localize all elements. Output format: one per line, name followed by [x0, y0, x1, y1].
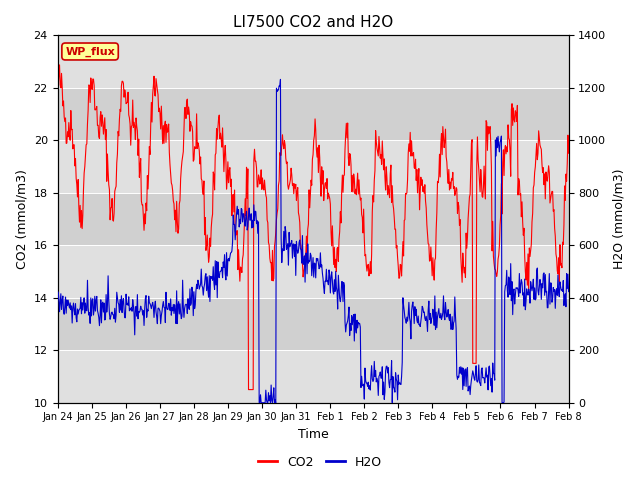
Bar — [58, 140, 568, 193]
Bar — [58, 193, 568, 245]
Bar — [58, 36, 568, 88]
Title: LI7500 CO2 and H2O: LI7500 CO2 and H2O — [233, 15, 393, 30]
Bar — [58, 245, 568, 298]
Y-axis label: H2O (mmol/m3): H2O (mmol/m3) — [612, 169, 625, 269]
X-axis label: Time: Time — [298, 428, 328, 441]
Legend: CO2, H2O: CO2, H2O — [253, 451, 387, 474]
Text: WP_flux: WP_flux — [65, 47, 115, 57]
Bar — [58, 88, 568, 140]
Y-axis label: CO2 (mmol/m3): CO2 (mmol/m3) — [15, 169, 28, 269]
Bar — [58, 298, 568, 350]
Bar — [58, 350, 568, 403]
